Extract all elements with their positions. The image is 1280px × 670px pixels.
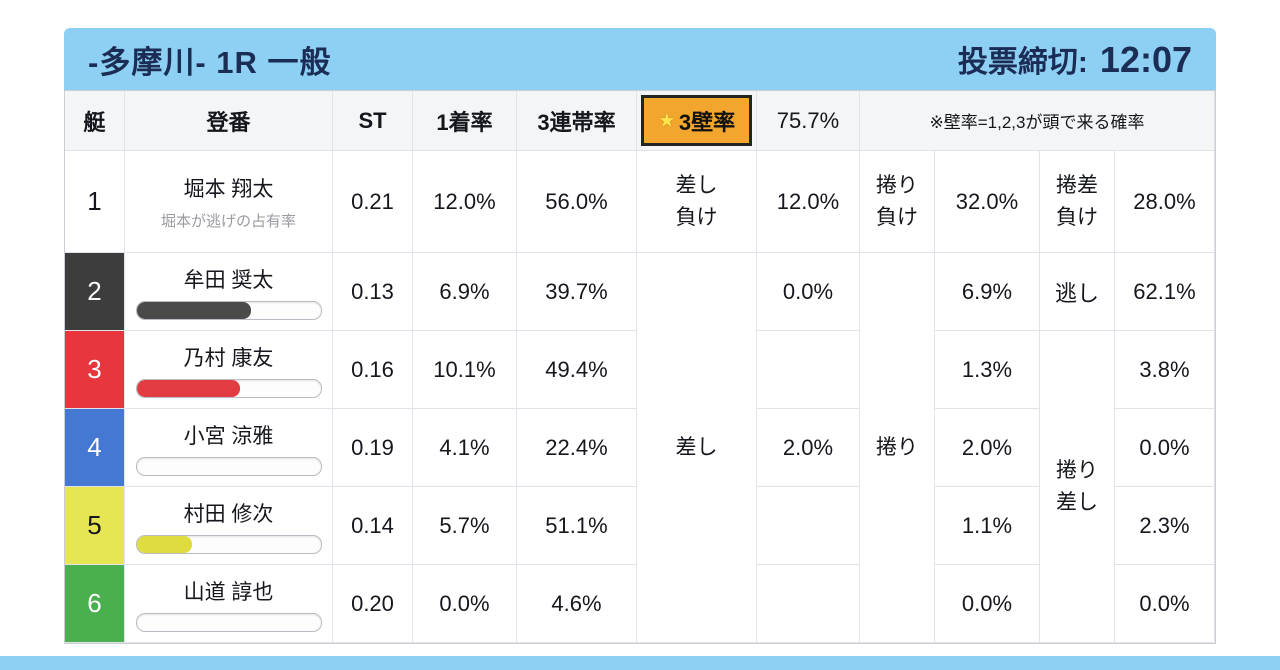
makuri-make-label: 捲り 負け [860,151,935,253]
racer-name: 乃村 康友 [183,346,274,370]
col-header-boat: 艇 [65,91,125,151]
share-bar [135,300,322,320]
makurizashi-value: 0.0% [1115,565,1215,643]
st-value: 0.13 [333,253,413,331]
star-icon: ★ [657,110,676,132]
boat-number-6: 6 [65,565,125,643]
top3-rate-value: 22.4% [517,409,637,487]
racer-name: 村田 修次 [183,502,274,526]
boat-number-5: 5 [65,487,125,565]
wall-rate-note: ※壁率=1,2,3が頭で来る確率 [860,91,1215,151]
share-bar [135,378,322,398]
boat-number-4: 4 [65,409,125,487]
makurizashi-value: 0.0% [1115,409,1215,487]
racer-name: 山道 諄也 [183,580,274,604]
makurizashi-value: 2.3% [1115,487,1215,565]
boat-number-3: 3 [65,331,125,409]
makurizashi-value: 3.8% [1115,331,1215,409]
share-bar [135,534,322,554]
makuri-value: 32.0% [935,151,1040,253]
first-rate-value: 0.0% [413,565,517,643]
first-rate-value: 4.1% [413,409,517,487]
wall-rate-label: 3壁率 [678,109,736,135]
top3-rate-value: 4.6% [517,565,637,643]
makuri-value: 6.9% [935,253,1040,331]
boat-number-2: 2 [65,253,125,331]
makurizashi-make-label: 捲差 負け [1040,151,1115,253]
col-header-entry: 登番 [125,91,333,151]
sashi-value [757,487,860,565]
share-bar-fill [136,379,240,397]
racer-cell-6: 山道 諄也 [125,565,333,643]
racer-cell-3: 乃村 康友 [125,331,333,409]
makuri-merged-label: 捲り [860,253,935,643]
st-value: 0.16 [333,331,413,409]
sashi-value [757,565,860,643]
vote-deadline: 投票締切: 12:07 [958,37,1192,81]
nigashi-label: 逃し [1040,253,1115,331]
race-header: -多摩川- 1R 一般 投票締切: 12:07 [64,28,1216,90]
first-rate-value: 5.7% [413,487,517,565]
col-header-first-rate: 1着率 [413,91,517,151]
race-title: -多摩川- 1R 一般 [88,44,332,80]
first-rate-value: 10.1% [413,331,517,409]
sashi-value [757,331,860,409]
racer-cell-1: 堀本 翔太 堀本が逃げの占有率 [125,151,333,253]
sashi-value: 0.0% [757,253,860,331]
makurizashi-value: 28.0% [1115,151,1215,253]
wall-rate-button[interactable]: ★ 3壁率 [641,95,752,146]
boat-number-1: 1 [65,151,125,253]
first-rate-value: 12.0% [413,151,517,253]
first-rate-value: 6.9% [413,253,517,331]
share-bar [135,456,322,476]
top3-rate-value: 39.7% [517,253,637,331]
share-bar-fill [136,301,251,319]
sashi-value: 12.0% [757,151,860,253]
st-value: 0.20 [333,565,413,643]
racer-cell-2: 牟田 奨太 [125,253,333,331]
makurizashi-merged-label: 捲り 差し [1040,331,1115,643]
share-bar-fill [136,535,192,553]
makuri-value: 1.3% [935,331,1040,409]
sashi-merged-label: 差し [637,253,757,643]
racer-subtitle: 堀本が逃げの占有率 [160,212,296,230]
makuri-value: 1.1% [935,487,1040,565]
col-header-top3-rate: 3連帯率 [517,91,637,151]
wall-rate-value: 75.7% [757,91,860,151]
share-bar [135,612,322,632]
col-header-wall-rate: ★ 3壁率 [637,91,757,151]
top3-rate-value: 56.0% [517,151,637,253]
makurizashi-value: 62.1% [1115,253,1215,331]
racer-name: 牟田 奨太 [183,268,274,292]
race-table: 艇 登番 ST 1着率 3連帯率 ★ 3壁率 75.7% ※壁率=1,2,3が頭… [64,90,1216,644]
racer-name: 小宮 涼雅 [183,424,274,448]
st-value: 0.21 [333,151,413,253]
top3-rate-value: 49.4% [517,331,637,409]
vote-deadline-time: 12:07 [1099,39,1192,80]
makuri-value: 0.0% [935,565,1040,643]
vote-deadline-label: 投票締切: [957,46,1088,79]
sashi-make-label: 差し 負け [637,151,757,253]
racer-cell-5: 村田 修次 [125,487,333,565]
sashi-value: 2.0% [757,409,860,487]
st-value: 0.19 [333,409,413,487]
makuri-value: 2.0% [935,409,1040,487]
racer-cell-4: 小宮 涼雅 [125,409,333,487]
st-value: 0.14 [333,487,413,565]
col-header-st: ST [333,91,413,151]
bottom-accent-bar [0,656,1280,670]
racer-name: 堀本 翔太 [183,177,274,201]
top3-rate-value: 51.1% [517,487,637,565]
